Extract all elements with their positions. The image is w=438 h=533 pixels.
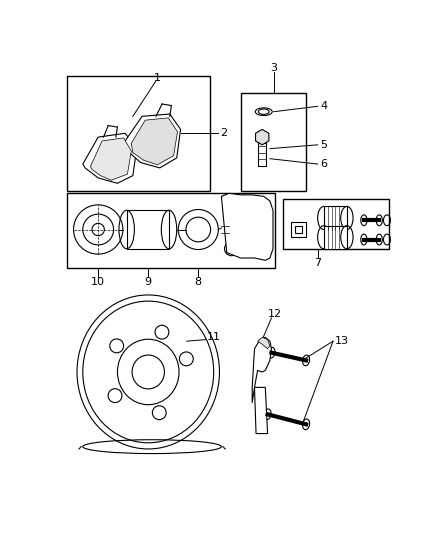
Text: 11: 11	[207, 332, 221, 342]
Text: 12: 12	[268, 309, 283, 319]
Text: 2: 2	[220, 128, 227, 138]
Bar	[283, 199, 389, 249]
Text: 5: 5	[320, 140, 327, 150]
Text: 6: 6	[320, 159, 327, 169]
Polygon shape	[83, 133, 137, 183]
Text: 10: 10	[91, 277, 105, 287]
Bar	[294, 225, 302, 233]
Bar	[67, 76, 210, 191]
Polygon shape	[91, 138, 131, 180]
Bar	[127, 210, 169, 249]
Polygon shape	[252, 337, 272, 403]
Text: 4: 4	[320, 101, 327, 111]
Polygon shape	[221, 193, 273, 260]
Text: 3: 3	[270, 63, 277, 73]
Polygon shape	[131, 118, 177, 165]
Text: 8: 8	[195, 277, 202, 287]
Text: 7: 7	[314, 257, 321, 268]
Text: 13: 13	[335, 336, 349, 346]
Bar	[324, 206, 347, 230]
Bar	[324, 225, 347, 249]
Polygon shape	[254, 387, 268, 433]
Text: 1: 1	[154, 73, 161, 83]
Polygon shape	[125, 114, 180, 168]
Bar	[67, 193, 276, 268]
Polygon shape	[255, 130, 269, 145]
Bar	[258, 143, 266, 166]
Text: 9: 9	[145, 277, 152, 287]
Bar	[240, 93, 306, 191]
Bar	[291, 222, 306, 237]
Polygon shape	[258, 337, 270, 349]
